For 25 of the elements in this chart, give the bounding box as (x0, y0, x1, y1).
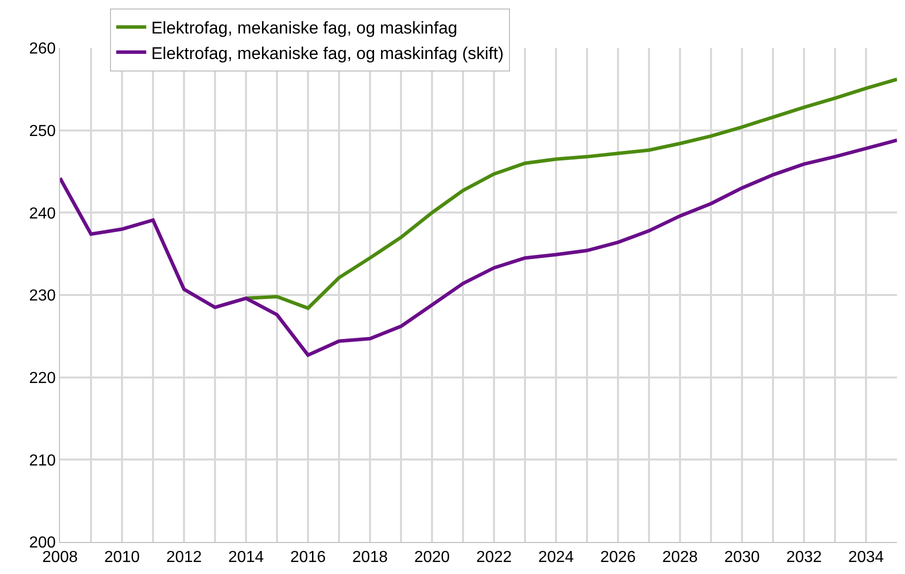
x-tick-label: 2018 (352, 549, 388, 566)
line-series (244, 78, 897, 310)
x-tick-label: 2032 (786, 549, 822, 566)
legend-label: Elektrofag, mekaniske fag, og maskinfag (skift) (151, 44, 504, 63)
x-tick-label: 2008 (42, 549, 78, 566)
y-tick-label: 250 (29, 122, 56, 140)
legend-label: Elektrofag, mekaniske fag, og maskinfag (151, 18, 458, 38)
x-tick-label: 2014 (228, 549, 264, 566)
y-tick-label: 220 (29, 370, 56, 387)
y-tick-label: 260 (29, 40, 56, 58)
x-tick-label: 2034 (848, 549, 884, 566)
x-tick-label: 2024 (538, 549, 574, 566)
y-tick-label: 210 (29, 452, 56, 470)
x-tick-label: 2016 (290, 549, 326, 566)
x-tick-label: 2028 (662, 549, 698, 566)
x-tick-label: 2012 (166, 549, 202, 566)
line-series (60, 138, 897, 357)
y-tick-label: 200 (29, 534, 56, 552)
x-tick-label: 2020 (414, 549, 450, 566)
x-tick-label: 2026 (600, 549, 636, 566)
x-tick-label: 2022 (476, 549, 512, 566)
x-tick-label: 2010 (104, 549, 140, 566)
x-tick-label: 2030 (724, 549, 760, 566)
y-tick-label: 240 (29, 205, 56, 222)
y-tick-label: 230 (29, 288, 56, 305)
